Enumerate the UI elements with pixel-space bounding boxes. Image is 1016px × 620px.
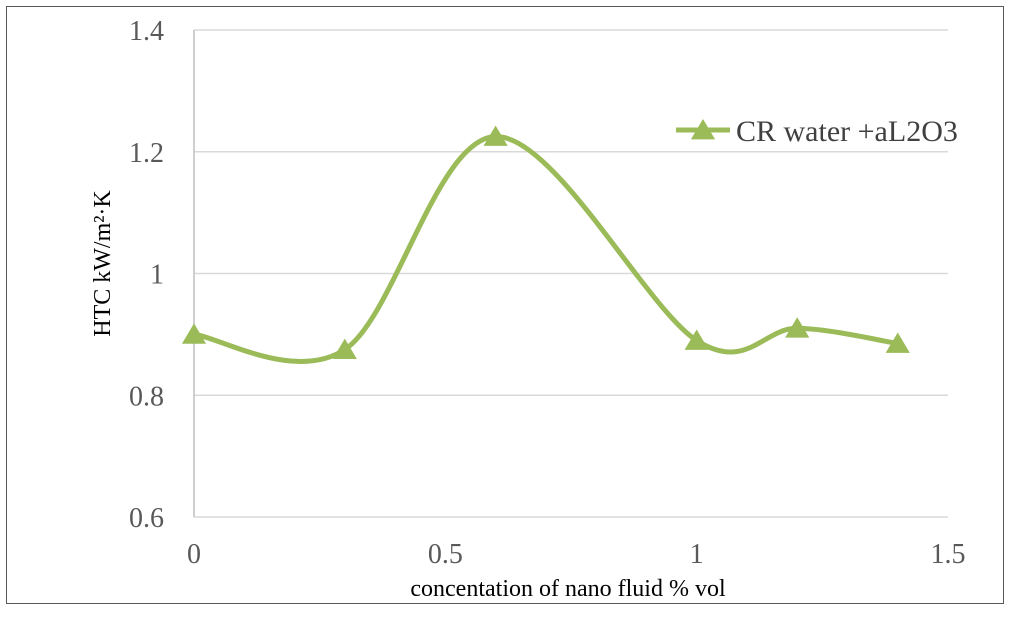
- data-point-triangle: [785, 317, 810, 338]
- x-tick-labels: 0 0.5 1 1.5: [187, 539, 966, 570]
- data-point-triangle: [332, 338, 357, 359]
- y-tick-label: 1.4: [129, 16, 164, 47]
- data-point-triangle: [684, 329, 709, 350]
- x-axis-title: concentation of nano fluid % vol: [410, 576, 726, 602]
- y-tick-label: 1.2: [129, 138, 164, 169]
- data-point-triangle: [885, 332, 910, 353]
- x-tick-label: 0: [187, 539, 201, 570]
- legend-triangle-marker: [690, 119, 716, 140]
- y-tick-label: 0.8: [129, 381, 164, 412]
- y-tick-labels: 0.6 0.8 1 1.2 1.4: [129, 16, 164, 534]
- chart-frame: [6, 6, 1004, 604]
- y-tick-label: 0.6: [129, 503, 164, 534]
- x-tick-label: 1: [690, 539, 704, 570]
- y-axis-title: HTC kW/m²·K: [90, 190, 116, 337]
- gridlines: [194, 29, 948, 518]
- x-tick-label: 0.5: [428, 539, 463, 570]
- data-point-triangle: [181, 323, 207, 344]
- series-layer: [181, 125, 910, 364]
- x-tick-label: 1.5: [931, 539, 966, 570]
- data-point-triangle: [483, 125, 508, 146]
- legend: CR water +aL2O3: [676, 115, 958, 148]
- y-tick-label: 1: [150, 260, 164, 291]
- legend-label: CR water +aL2O3: [736, 115, 958, 148]
